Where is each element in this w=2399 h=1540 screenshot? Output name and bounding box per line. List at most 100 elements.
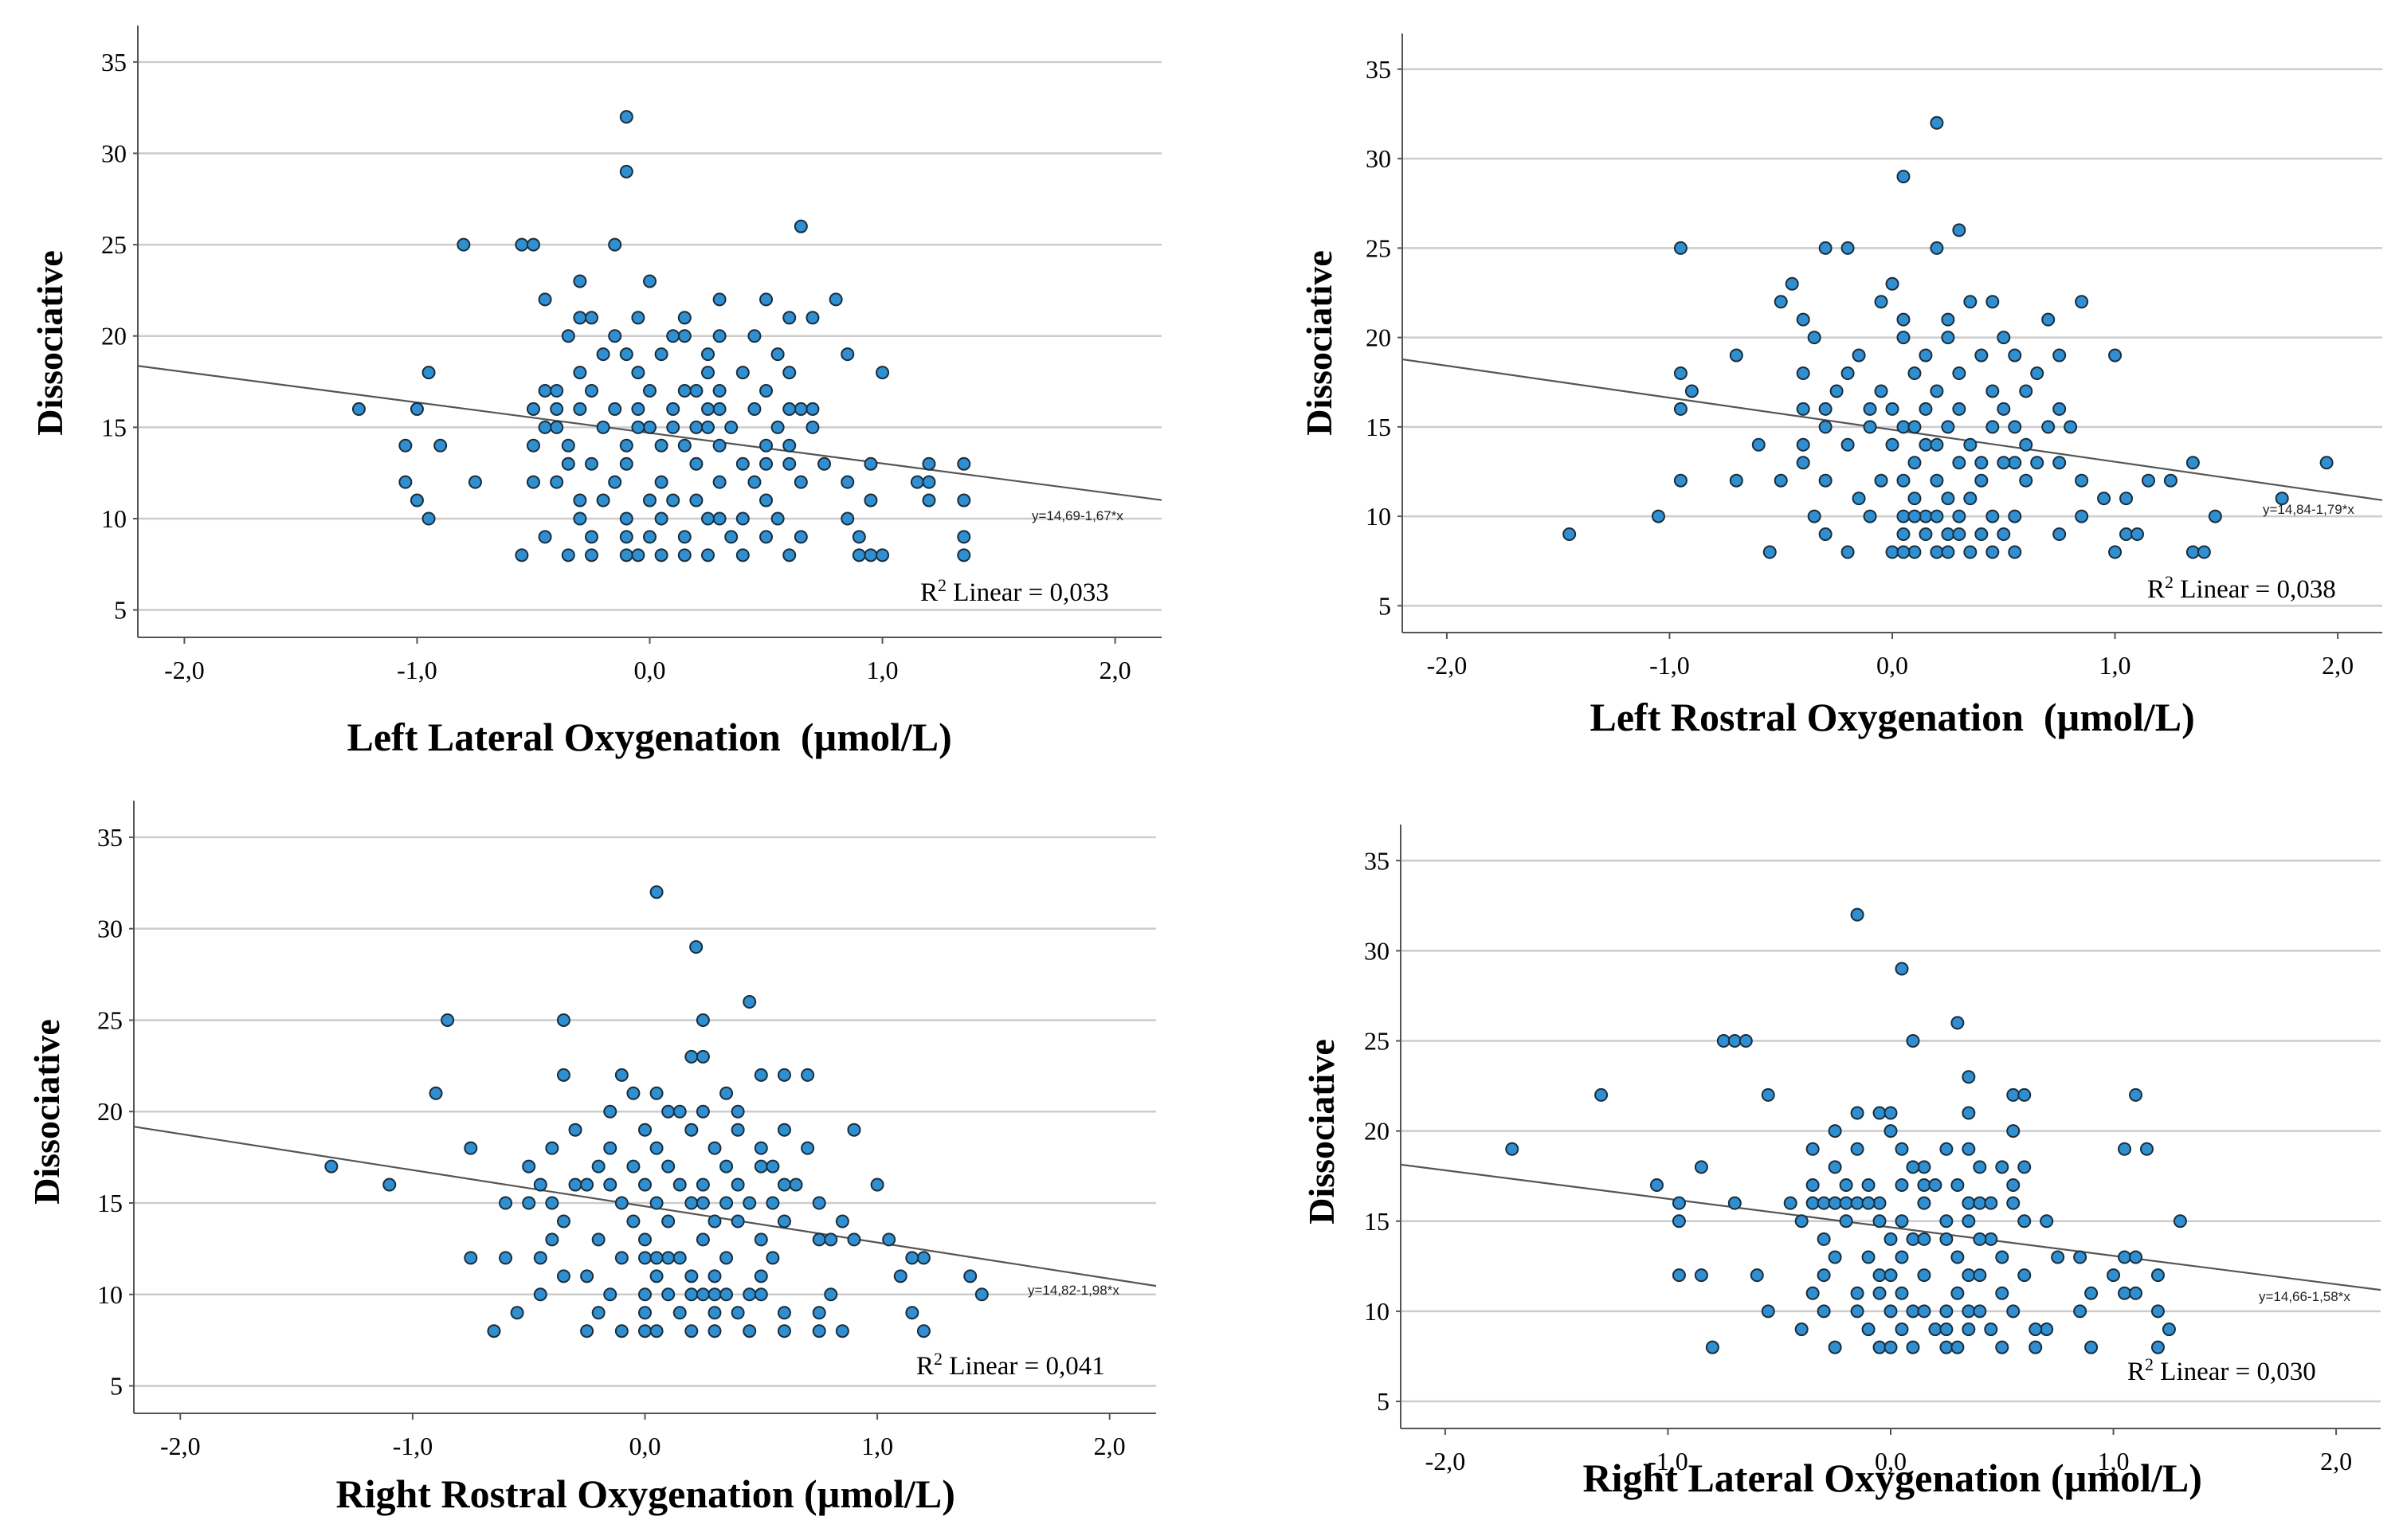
data-point [2019,437,2033,452]
data-point [1673,366,1688,381]
data-point [1963,545,1978,559]
data-point [1963,492,1978,506]
data-point [614,1196,629,1210]
data-point [1962,1304,1976,1319]
data-point [1818,241,1833,255]
data-point [1673,473,1688,488]
data-point [2075,473,2089,488]
data-point [2006,1196,2021,1210]
data-point [2129,1286,2142,1300]
data-point [1839,1178,1853,1193]
data-point [398,438,413,453]
x-tick-label: 1,0 [2099,651,2131,680]
data-point [410,402,424,416]
data-point [759,457,774,471]
data-point [2019,384,2033,398]
data-point [1962,1070,1976,1084]
data-point [719,1251,734,1265]
regression-equation-label: y=14,84-1,79*x [2263,502,2354,517]
data-point [677,530,692,544]
data-point [626,1214,641,1228]
data-point [1562,527,1577,542]
data-point [684,1287,699,1302]
x-tick-label: -1,0 [1649,651,1690,680]
data-point [1930,437,1944,452]
data-point [1919,348,1933,362]
data-point [2139,1142,2154,1156]
data-point [550,475,564,489]
data-point [1907,366,1922,381]
data-point [2084,1340,2099,1354]
data-point [1941,545,1955,559]
data-point [1952,223,1966,237]
data-point [1939,1323,1954,1337]
r-squared-label: R2 Linear = 0,033 [920,575,1109,607]
data-point [2118,1250,2132,1264]
data-point [631,311,645,325]
data-point [666,420,680,434]
data-point [351,402,366,416]
data-point [561,548,575,562]
data-point [689,940,704,954]
data-point [1817,1268,1831,1283]
data-point [747,402,762,416]
data-point [794,219,808,233]
data-point [545,1141,559,1155]
y-tick-label: 25 [97,1005,123,1034]
y-tick-label: 35 [97,823,123,852]
data-point [852,548,866,562]
scatter-plot-svg: 5 10 15 20 25 30 35 -2,0 -1,0 0,0 1,0 2,0 [1364,825,2381,1475]
data-point [1872,1106,1887,1120]
x-tick-label: 1,0 [867,656,899,684]
regression-equation-label: y=14,66-1,58*x [2259,1289,2350,1304]
y-tick-label: 20 [1366,323,1391,352]
data-point [591,1306,606,1320]
data-point [1651,509,1665,523]
data-point [1962,1323,1976,1337]
data-point [708,1324,722,1338]
data-point [759,438,774,453]
data-point [1818,402,1833,416]
data-point [696,1049,710,1064]
data-point [1872,1286,1887,1300]
data-point [1896,312,1911,327]
data-point [1962,1142,1976,1156]
data-point [2073,1250,2087,1264]
data-point [677,438,692,453]
data-point [2108,348,2123,362]
data-point [573,366,587,380]
data-point [922,493,936,507]
data-point [696,1232,710,1247]
data-point [608,329,622,343]
data-point [1796,366,1810,381]
data-point [759,530,774,544]
data-point [1850,1142,1864,1156]
data-point [905,1306,919,1320]
data-point [2163,473,2178,488]
data-point [696,1013,710,1027]
data-point [1907,492,1922,506]
data-point [2008,509,2022,523]
data-point [1930,509,1944,523]
data-point [433,438,448,453]
data-point [1828,1196,1842,1210]
data-point [603,1104,617,1119]
data-point [649,1324,664,1338]
data-point [2006,1178,2021,1193]
data-point [2017,1087,2032,1102]
data-point [1705,1340,1719,1354]
data-point [429,1086,443,1100]
data-point [672,1178,687,1192]
data-point [812,1306,826,1320]
data-point [2064,420,2078,434]
data-point [619,457,633,471]
data-point [631,366,645,380]
data-point [731,1123,745,1137]
data-point [619,530,633,544]
data-point [910,475,924,489]
data-point [499,1251,513,1265]
data-point [661,1251,676,1265]
data-point [1895,1214,1909,1228]
data-point [817,457,832,471]
